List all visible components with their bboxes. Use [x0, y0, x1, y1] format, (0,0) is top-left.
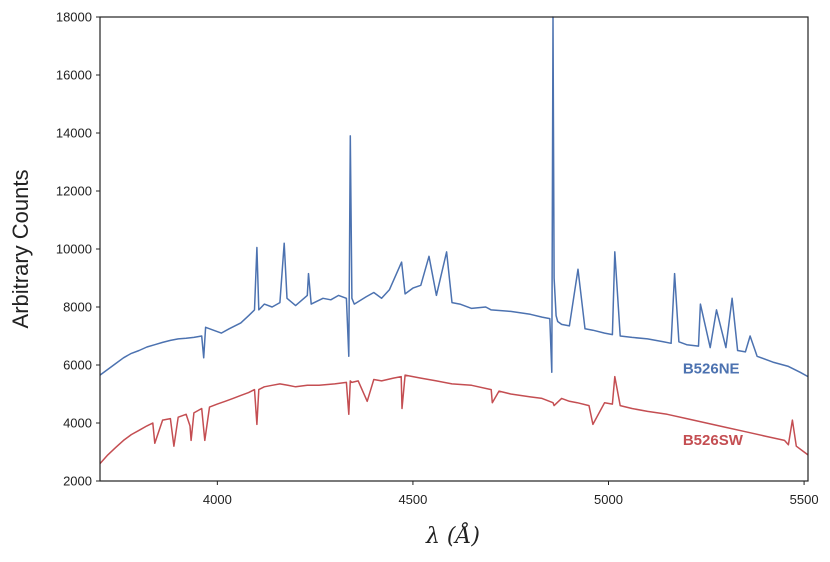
series-label-b526sw: B526SW — [683, 432, 744, 449]
plot-area — [99, 16, 809, 482]
y-axis: 2000 4000 6000 8000 10000 12000 14000 16000 1800… — [56, 10, 100, 489]
plot-frame — [99, 16, 809, 482]
x-tick-label: 4500 — [398, 492, 427, 507]
x-tick-label: 5000 — [594, 492, 623, 507]
x-tick-label: 5500 — [790, 492, 819, 507]
y-tick-label: 14000 — [56, 126, 92, 141]
y-tick-label: 6000 — [63, 358, 92, 373]
x-axis: 4000 4500 5000 5500 — [203, 481, 819, 507]
x-axis-title: λ (Å) — [425, 521, 480, 549]
series-label-b526ne: B526NE — [683, 361, 740, 378]
series-layer — [99, 16, 809, 465]
series-line-b526ne — [99, 16, 809, 378]
y-tick-label: 16000 — [56, 68, 92, 83]
y-tick-label: 2000 — [63, 474, 92, 489]
x-tick-label: 4000 — [203, 492, 232, 507]
y-tick-label: 12000 — [56, 184, 92, 199]
y-tick-label: 4000 — [63, 416, 92, 431]
annotation-layer: B526NE B526SW — [683, 361, 744, 449]
y-tick-label: 10000 — [56, 242, 92, 257]
y-axis-title: Arbitrary Counts — [8, 170, 33, 329]
y-tick-label: 18000 — [56, 10, 92, 25]
series-line-b526sw — [99, 374, 809, 465]
y-tick-label: 8000 — [63, 300, 92, 315]
